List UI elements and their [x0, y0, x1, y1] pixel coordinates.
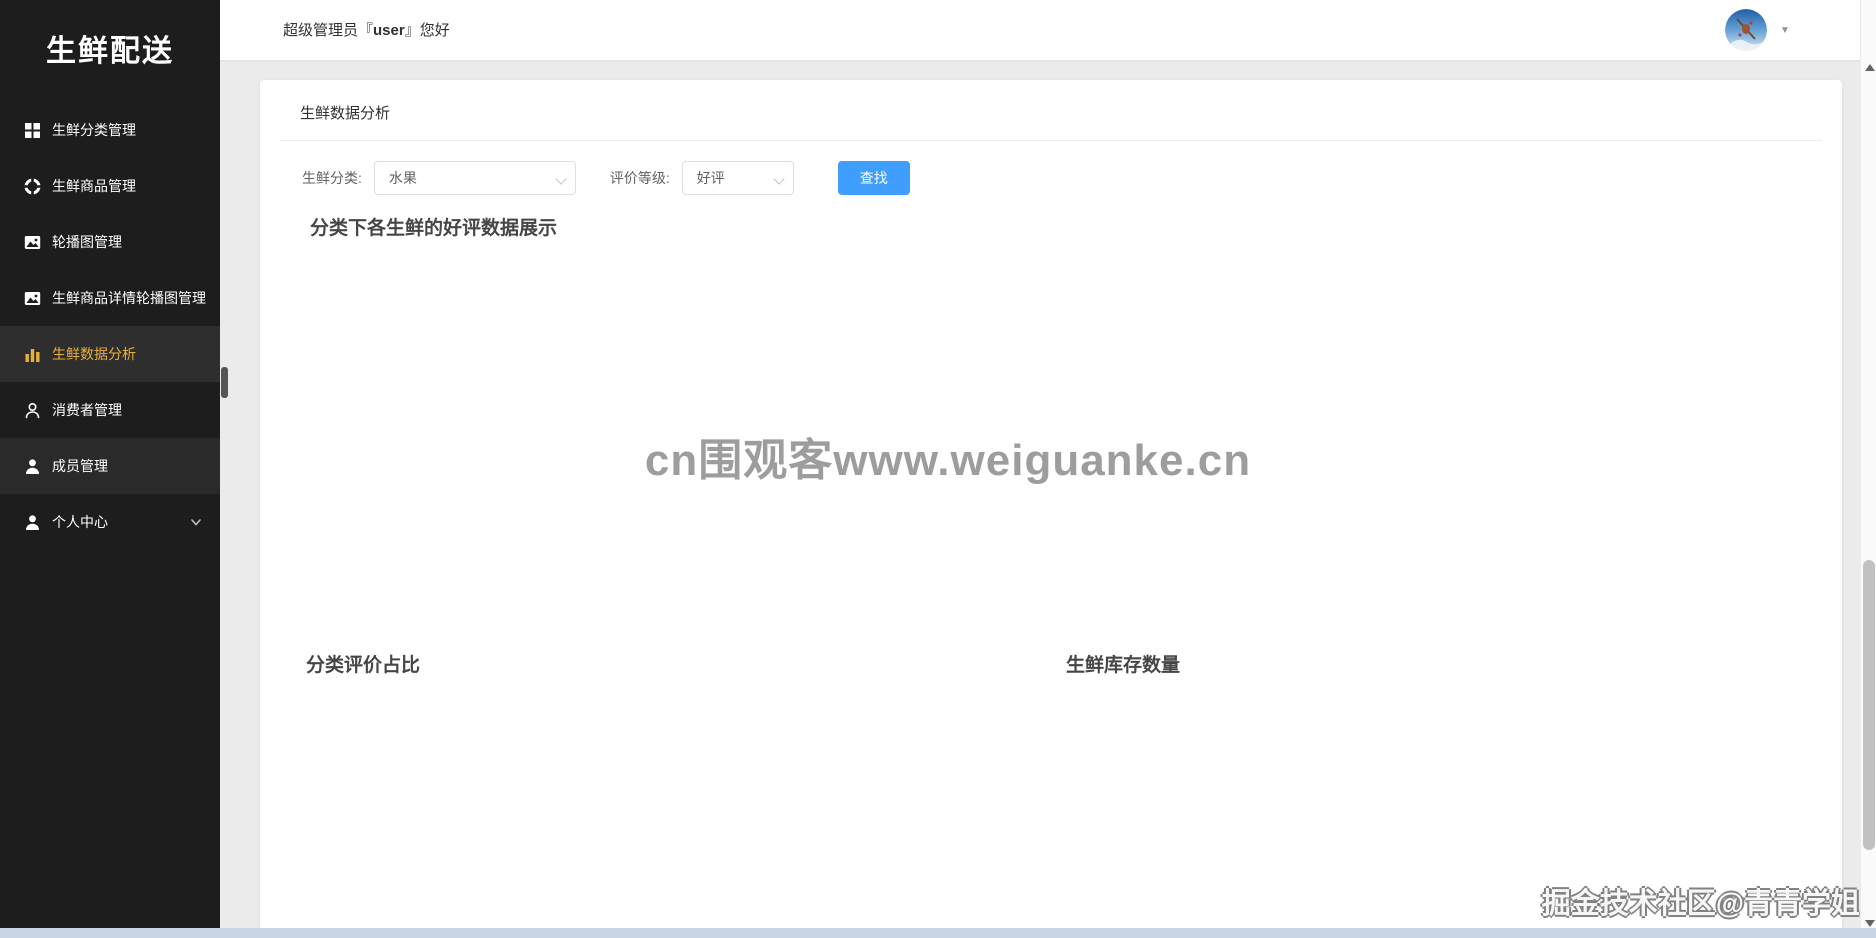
- sidebar-item-member[interactable]: 成员管理: [0, 438, 220, 494]
- sidebar-item-consumer[interactable]: 消费者管理: [0, 382, 220, 438]
- user-filled-icon: [24, 514, 41, 531]
- grid-icon: [24, 122, 41, 139]
- chevron-down-icon: [190, 516, 202, 528]
- sidebar-item-profile[interactable]: 个人中心: [0, 494, 220, 550]
- sidebar-item-carousel[interactable]: 轮播图管理: [0, 214, 220, 270]
- line-chart-title: 生鲜库存数量: [1066, 655, 1181, 676]
- greeting-username: user: [373, 22, 405, 39]
- scrollbar-thumb[interactable]: [1863, 560, 1875, 850]
- aim-icon: [24, 177, 41, 195]
- chevron-down-icon: [555, 173, 567, 185]
- page-title: 生鲜数据分析: [300, 105, 391, 122]
- greeting-prefix: 超级管理员『: [283, 22, 374, 39]
- sidebar-item-label: 个人中心: [52, 514, 108, 530]
- sidebar-item-label: 生鲜数据分析: [52, 346, 136, 362]
- scroll-up-arrow[interactable]: [1865, 64, 1875, 71]
- user-outline-icon: [24, 402, 41, 419]
- header-greeting: 超级管理员『user』您好: [283, 19, 450, 40]
- watermark-bottom-right: 掘金技术社区@青青学姐: [1541, 888, 1860, 920]
- sidebar-item-label: 轮播图管理: [52, 234, 122, 250]
- rating-select-value: 好评: [696, 170, 725, 186]
- bar-chart-icon: [24, 346, 41, 363]
- pie-chart-title: 分类评价占比: [306, 655, 421, 676]
- rating-select[interactable]: 好评: [681, 161, 794, 195]
- user-filled-icon: [24, 458, 41, 475]
- chevron-down-icon: [773, 173, 785, 185]
- scroll-down-arrow[interactable]: [1865, 920, 1875, 927]
- greeting-suffix: 』您好: [404, 22, 450, 39]
- sidebar-item-label: 生鲜商品详情轮播图管理: [52, 290, 206, 306]
- bar-chart-title: 分类下各生鲜的好评数据展示: [310, 218, 558, 239]
- category-select-value: 水果: [388, 170, 417, 186]
- sidebar-item-analytics[interactable]: 生鲜数据分析: [0, 326, 220, 382]
- divider: [280, 140, 1822, 141]
- bottom-edge-strip: [0, 928, 1876, 938]
- sidebar-item-detail-carousel[interactable]: 生鲜商品详情轮播图管理: [0, 270, 220, 326]
- search-button[interactable]: 查找: [837, 161, 910, 195]
- avatar-image: [1725, 9, 1767, 51]
- avatar-dropdown-caret[interactable]: ▼: [1780, 25, 1790, 36]
- content-card: 生鲜数据分析 生鲜分类: 水果 评价等级: 好评 查找: [260, 80, 1842, 938]
- category-filter-label: 生鲜分类:: [302, 170, 362, 186]
- sidebar-item-goods[interactable]: 生鲜商品管理: [0, 158, 220, 214]
- sidebar-menu: 生鲜分类管理 生鲜商品管理 轮播图管理生鲜商品详情轮播图管理 生鲜数据分析 消费者管理成…: [0, 102, 220, 550]
- sidebar-item-label: 成员管理: [52, 458, 108, 474]
- rating-filter-label: 评价等级:: [609, 170, 670, 186]
- top-header: 超级管理员『user』您好 ▼: [220, 0, 1876, 60]
- vertical-scrollbar[interactable]: [1860, 0, 1876, 938]
- user-avatar[interactable]: [1725, 9, 1767, 51]
- sidebar-scrollbar-thumb[interactable]: [221, 367, 228, 398]
- sidebar-item-label: 消费者管理: [52, 402, 122, 418]
- category-select[interactable]: 水果: [373, 161, 576, 195]
- watermark-center: cn围观客www.weiguanke.cn: [644, 436, 1252, 485]
- filter-bar: 生鲜分类: 水果 评价等级: 好评 查找: [302, 160, 910, 196]
- picture-icon: [24, 290, 41, 307]
- sidebar: 生鲜配送 生鲜分类管理 生鲜商品管理 轮播图管理生鲜商品详情轮播图管理 生鲜数据分析消…: [0, 0, 220, 938]
- picture-icon: [24, 234, 41, 251]
- app-brand: 生鲜配送: [46, 35, 174, 68]
- sidebar-item-category[interactable]: 生鲜分类管理: [0, 102, 220, 158]
- sidebar-item-label: 生鲜商品管理: [52, 178, 136, 194]
- sidebar-item-label: 生鲜分类管理: [52, 122, 136, 138]
